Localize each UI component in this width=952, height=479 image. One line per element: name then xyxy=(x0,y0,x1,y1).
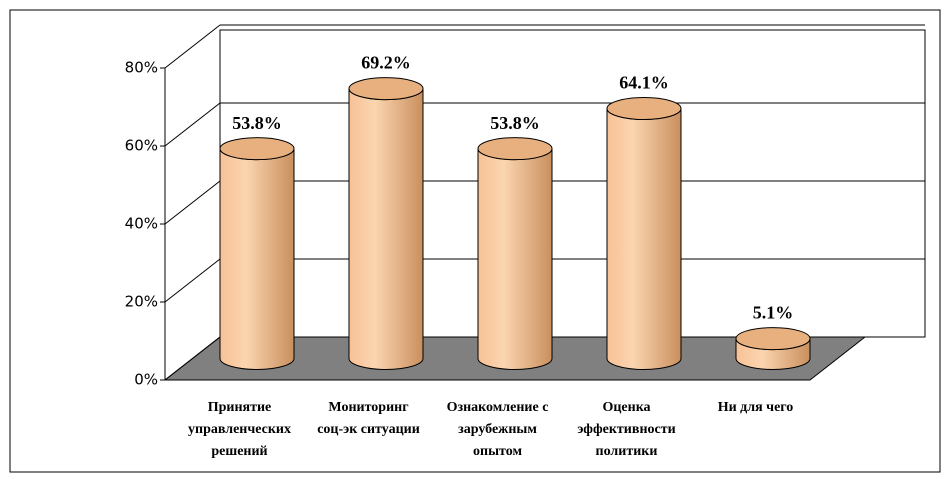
value-label: 53.8% xyxy=(232,113,282,133)
x-tick-label: эффективности xyxy=(577,422,675,437)
bar-top xyxy=(735,327,811,351)
grid-line xyxy=(164,102,221,147)
bar xyxy=(606,108,682,370)
y-tick-label: 80% xyxy=(125,59,158,77)
bar-top xyxy=(477,137,553,161)
grid-line xyxy=(164,24,221,69)
x-tick-label: зарубежным xyxy=(458,422,537,437)
value-label: 53.8% xyxy=(490,113,540,133)
x-tick-label: Ознакомление с xyxy=(447,400,549,415)
value-label: 64.1% xyxy=(619,73,669,93)
bar-top xyxy=(348,77,424,101)
x-tick-label: политики xyxy=(596,444,658,459)
x-tick-label: Принятие xyxy=(208,400,272,415)
y-tick-label: 40% xyxy=(125,215,158,233)
x-tick-label: решений xyxy=(211,444,267,459)
x-tick-label: Ни для чего xyxy=(718,400,794,415)
bar xyxy=(219,148,295,370)
bar xyxy=(477,148,553,370)
bar xyxy=(348,88,424,370)
grid-line xyxy=(164,180,221,225)
bar-top xyxy=(219,137,295,161)
y-tick-label: 60% xyxy=(125,137,158,155)
y-tick-label: 0% xyxy=(134,371,158,389)
x-tick-label: опытом xyxy=(473,444,522,459)
value-label: 5.1% xyxy=(753,303,794,323)
back-wall xyxy=(219,29,926,338)
x-tick-label: Мониторинг xyxy=(328,400,408,415)
x-tick-label: управленческих xyxy=(188,422,291,437)
bar-top xyxy=(606,97,682,121)
x-tick-label: соц-эк ситуации xyxy=(317,422,420,437)
grid-line xyxy=(164,336,221,381)
grid-line xyxy=(164,258,221,303)
value-label: 69.2% xyxy=(361,53,411,73)
y-tick-label: 20% xyxy=(125,293,158,311)
x-tick-label: Оценка xyxy=(602,400,650,415)
